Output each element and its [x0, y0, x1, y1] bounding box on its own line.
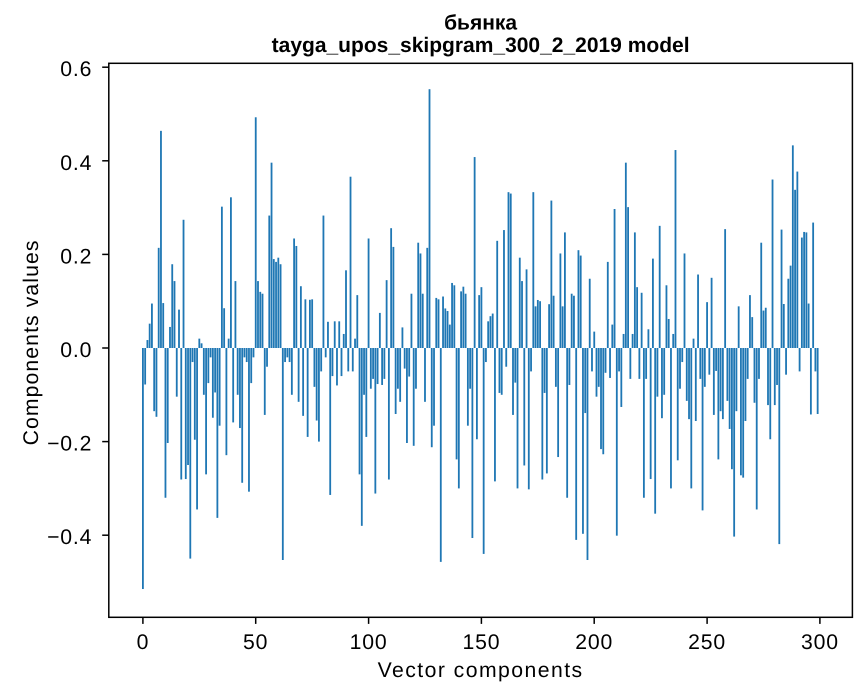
svg-text:0: 0	[137, 631, 150, 654]
svg-text:100: 100	[350, 631, 388, 654]
svg-text:−0.2: −0.2	[47, 433, 92, 456]
svg-text:бьянка: бьянка	[444, 12, 517, 35]
svg-text:300: 300	[801, 631, 839, 654]
svg-text:Vector components: Vector components	[378, 659, 584, 682]
svg-text:−0.4: −0.4	[47, 526, 92, 549]
svg-text:250: 250	[688, 631, 726, 654]
svg-text:0.4: 0.4	[60, 152, 92, 175]
svg-text:0.6: 0.6	[60, 58, 92, 81]
svg-text:Components values: Components values	[20, 239, 43, 445]
svg-text:0.2: 0.2	[60, 245, 92, 268]
svg-text:0.0: 0.0	[60, 339, 92, 362]
svg-text:200: 200	[575, 631, 613, 654]
svg-text:150: 150	[462, 631, 500, 654]
svg-text:50: 50	[243, 631, 268, 654]
svg-text:tayga_upos_skipgram_300_2_2019: tayga_upos_skipgram_300_2_2019 model	[272, 34, 690, 57]
